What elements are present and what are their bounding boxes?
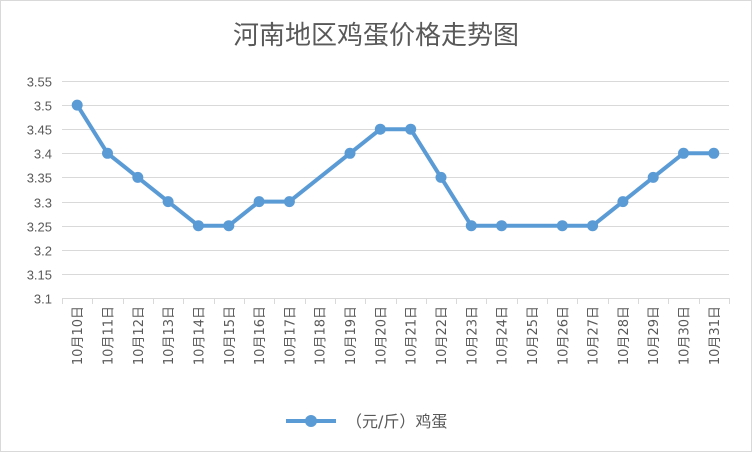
data-point	[587, 220, 599, 232]
y-axis-ticks: 3.1 3.15 3.2 3.25 3.3 3.35 3.4 3.45 3.5 3.55	[27, 75, 52, 307]
x-tick-label: 10月21日	[405, 306, 420, 365]
series-layer	[71, 99, 720, 232]
x-tick-label: 10月14日	[192, 306, 207, 365]
y-tick-label: 3.1	[34, 292, 52, 307]
data-point	[102, 147, 113, 159]
y-tick-label: 3.2	[34, 244, 52, 259]
data-point	[344, 147, 356, 159]
y-tick-label: 3.15	[27, 268, 52, 283]
data-point	[496, 220, 508, 232]
x-tick-label: 10月20日	[374, 306, 389, 365]
x-tick-label: 10月23日	[465, 306, 480, 365]
x-tick-label: 10月13日	[162, 306, 177, 365]
x-tick-label: 10月19日	[344, 306, 359, 365]
data-point	[617, 196, 629, 208]
x-tick-label: 10月31日	[708, 306, 723, 365]
x-tick-label: 10月29日	[647, 306, 662, 365]
data-point	[71, 99, 83, 111]
x-tick-label: 10月11日	[101, 306, 116, 365]
data-point	[435, 171, 447, 183]
legend-marker	[305, 415, 317, 427]
data-point	[192, 220, 204, 232]
x-tick-label: 10月10日	[71, 306, 86, 365]
x-tick-label: 10月15日	[223, 306, 238, 365]
data-point	[708, 147, 720, 159]
x-tick-label: 10月24日	[496, 306, 511, 365]
legend-label: （元/斤）鸡蛋	[346, 412, 447, 431]
data-point	[556, 220, 568, 232]
gridlines	[62, 81, 730, 304]
x-tick-label: 10月27日	[587, 306, 602, 365]
y-tick-label: 3.45	[27, 123, 52, 138]
x-tick-label: 10月26日	[556, 306, 571, 365]
x-tick-label: 10月18日	[314, 306, 329, 365]
data-point	[253, 196, 265, 208]
data-point	[162, 196, 174, 208]
chart-title: 河南地区鸡蛋价格走势图	[233, 21, 519, 51]
data-point	[374, 123, 386, 135]
x-tick-label: 10月17日	[283, 306, 298, 365]
y-tick-label: 3.5	[34, 99, 52, 114]
data-point	[405, 123, 417, 135]
x-tick-label: 10月16日	[253, 306, 268, 365]
series-line	[75, 103, 716, 228]
y-tick-label: 3.55	[27, 75, 52, 90]
y-tick-label: 3.35	[27, 171, 52, 186]
data-point	[132, 171, 144, 183]
data-point	[647, 171, 659, 183]
x-tick-label: 10月12日	[132, 306, 147, 365]
data-point	[283, 196, 295, 208]
y-tick-label: 3.3	[34, 196, 52, 211]
data-point	[465, 220, 477, 232]
x-axis-ticks: 10月10日 10月11日 10月12日 10月13日 10月14日 10月15日 10月1…	[71, 306, 723, 365]
data-point	[678, 147, 689, 159]
y-tick-label: 3.4	[34, 147, 52, 162]
x-tick-label: 10月25日	[526, 306, 541, 365]
legend: （元/斤）鸡蛋	[286, 412, 447, 431]
x-tick-label: 10月30日	[678, 306, 693, 365]
x-tick-label: 10月28日	[617, 306, 632, 365]
x-tick-label: 10月22日	[435, 306, 450, 365]
y-tick-label: 3.25	[27, 220, 52, 235]
data-point	[223, 220, 235, 232]
